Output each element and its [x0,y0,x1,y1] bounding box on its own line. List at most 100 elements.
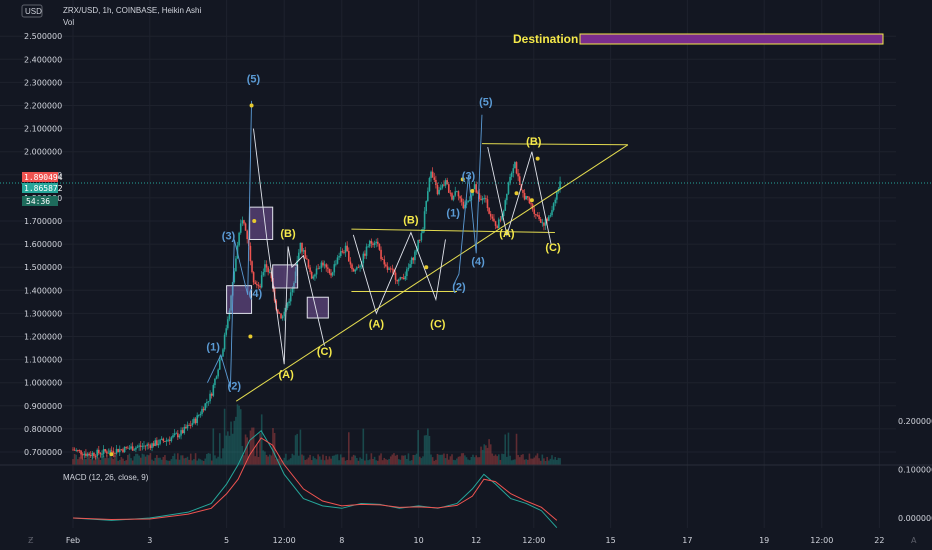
candle-body[interactable] [439,187,442,190]
corrective-wave-2[interactable] [352,231,446,315]
signal-line[interactable] [72,437,558,521]
candle-body[interactable] [393,269,395,273]
candle-body[interactable] [139,445,142,447]
candle-body[interactable] [270,271,273,279]
candle-body[interactable] [489,213,492,217]
candle-body[interactable] [375,241,378,243]
candle-body[interactable] [391,268,394,270]
candle-body[interactable] [115,448,118,454]
candle-body[interactable] [518,176,521,185]
candle-body[interactable] [451,193,453,200]
candle-body[interactable] [202,408,205,411]
candle-body[interactable] [109,450,111,453]
candle-body[interactable] [160,438,163,440]
candle-body[interactable] [262,272,265,276]
candle-body[interactable] [280,313,282,319]
candle-body[interactable] [370,240,373,244]
candle-body[interactable] [241,220,244,224]
candle-body[interactable] [227,319,229,329]
candle-body[interactable] [425,201,428,212]
candle-body[interactable] [452,195,455,200]
candle-body[interactable] [117,448,119,453]
candle-body[interactable] [230,295,232,311]
candle-body[interactable] [312,276,315,279]
candle-body[interactable] [281,316,284,319]
candle-body[interactable] [494,221,497,226]
candle-body[interactable] [359,265,361,268]
candle-body[interactable] [239,223,242,233]
candle-body[interactable] [188,424,190,426]
candle-body[interactable] [433,177,436,180]
candle-body[interactable] [268,271,271,273]
candle-body[interactable] [151,443,153,448]
candle-body[interactable] [72,449,74,451]
candle-body[interactable] [544,218,547,226]
candle-body[interactable] [118,449,121,453]
candle-body[interactable] [394,272,397,280]
candle-body[interactable] [362,253,365,264]
candle-body[interactable] [306,258,308,260]
candle-body[interactable] [167,439,169,441]
candle-body[interactable] [415,249,418,252]
candle-body[interactable] [438,189,440,195]
candle-body[interactable] [98,449,100,454]
price-axis[interactable] [896,0,932,550]
candle-body[interactable] [464,204,466,209]
scale-auto-icon[interactable]: A [911,536,917,545]
candle-body[interactable] [509,176,511,183]
candle-body[interactable] [83,453,86,456]
corrective-wave-3[interactable] [487,146,552,245]
timezone-icon[interactable]: Ƶ [28,536,34,545]
candle-body[interactable] [154,440,157,446]
candle-body[interactable] [294,271,297,284]
impulse-wave-2[interactable] [452,114,483,286]
candle-body[interactable] [502,210,505,217]
highlight-box[interactable] [272,264,299,289]
wave-label[interactable]: (B) [403,214,419,226]
candle-body[interactable] [339,251,342,257]
symbol-title[interactable]: ZRX/USD, 1h, COINBASE, Heikin Ashi [63,6,201,15]
wave-label[interactable]: (3) [222,230,236,242]
candle-body[interactable] [344,245,347,253]
candle-body[interactable] [152,443,155,446]
candle-body[interactable] [138,445,140,447]
wave-label[interactable]: (4) [471,256,485,268]
candle-body[interactable] [491,216,494,219]
candle-body[interactable] [465,202,468,205]
candle-body[interactable] [447,184,450,193]
candle-body[interactable] [252,272,255,283]
candle-body[interactable] [289,292,292,302]
candle-body[interactable] [330,273,332,276]
wave-label[interactable]: (2) [452,281,466,293]
candle-body[interactable] [546,218,548,221]
candle-body[interactable] [347,251,350,262]
candle-body[interactable] [165,440,168,442]
wave-label[interactable]: (A) [499,228,515,240]
candle-body[interactable] [257,285,260,287]
candle-body[interactable] [91,452,94,456]
macd-pane[interactable]: 0.200000 0.100000 0.000000 [72,417,932,529]
candle-body[interactable] [507,182,510,194]
candle-body[interactable] [547,216,550,221]
wave-label[interactable]: (B) [526,136,542,148]
candle-body[interactable] [454,191,457,196]
candle-body[interactable] [254,282,257,284]
candle-body[interactable] [525,196,527,200]
candle-body[interactable] [473,184,476,190]
candle-body[interactable] [191,423,194,426]
candle-body[interactable] [556,191,558,200]
candle-body[interactable] [554,199,557,204]
candle-body[interactable] [149,445,152,448]
impulse-wave-1[interactable] [206,100,253,388]
candle-body[interactable] [367,246,369,248]
candle-body[interactable] [106,451,108,454]
candle-body[interactable] [228,310,231,320]
wave-label[interactable]: (C) [317,346,333,358]
candle-body[interactable] [177,433,179,438]
candle-body[interactable] [244,223,247,231]
candle-body[interactable] [549,215,552,217]
candle-body[interactable] [307,259,310,268]
corrective-wave-1[interactable] [253,128,325,365]
candle-body[interactable] [485,198,487,200]
candle-body[interactable] [223,334,226,350]
